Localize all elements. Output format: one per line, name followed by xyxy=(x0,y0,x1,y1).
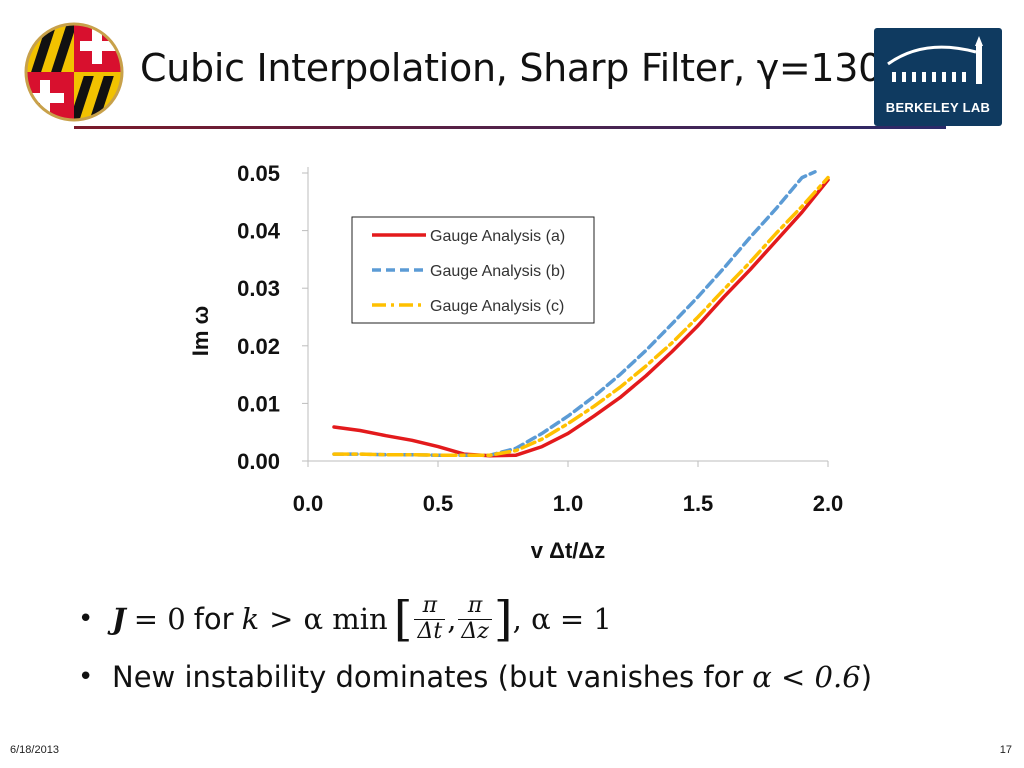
fraction-comma: , xyxy=(447,602,457,636)
x-tick-label: 0.0 xyxy=(293,491,324,516)
page-number: 17 xyxy=(999,744,1012,756)
y-tick-label: 0.05 xyxy=(237,161,280,186)
footer-date: 6/18/2013 xyxy=(10,744,59,756)
chart-area: 0.00 0.01 0.02 0.03 0.04 0.05 0.0 0.5 1.0 1.5 2.0 v… xyxy=(180,145,870,585)
y-tick-label: 0.00 xyxy=(237,449,280,474)
y-tick-label: 0.04 xyxy=(237,219,281,244)
bullet-dot: • xyxy=(78,662,94,692)
x-tick-label: 2.0 xyxy=(813,491,844,516)
fraction-numerator: π xyxy=(458,594,492,620)
y-tick-label: 0.02 xyxy=(237,334,280,359)
y-axis-label: Im ω xyxy=(188,306,213,356)
slide-title: Cubic Interpolation, Sharp Filter, γ=130 xyxy=(140,46,883,90)
legend-label: Gauge Analysis (a) xyxy=(430,228,565,245)
y-tick-label: 0.01 xyxy=(237,391,280,416)
series-line-c xyxy=(332,175,830,457)
series-line-a xyxy=(332,178,830,458)
greater-than: > xyxy=(269,602,294,636)
alpha-min: α min xyxy=(303,602,388,636)
equals-zero: = 0 xyxy=(133,602,186,636)
x-axis-label: v Δt/Δz xyxy=(531,538,605,563)
x-tick-label: 0.5 xyxy=(423,491,454,516)
right-bracket: ] xyxy=(493,591,513,647)
x-tick-label: 1.5 xyxy=(683,491,714,516)
x-tick-label: 1.0 xyxy=(553,491,584,516)
fraction-numerator: π xyxy=(414,594,446,620)
closing-paren: ) xyxy=(860,660,873,694)
line-chart: 0.00 0.01 0.02 0.03 0.04 0.05 0.0 0.5 1.0 1.5 2.0 v… xyxy=(188,161,844,563)
bullet-list: • J = 0 for k > α min [ π Δt , π Δz ] , … xyxy=(78,590,872,706)
title-divider xyxy=(74,126,946,129)
berkeley-lab-logo: BERKELEY LAB xyxy=(874,28,1002,126)
legend-label: Gauge Analysis (b) xyxy=(430,263,565,280)
bullet-dot: • xyxy=(78,604,94,634)
bullet-item-2: • New instability dominates (but vanishe… xyxy=(78,648,872,706)
k-symbol: k xyxy=(241,602,260,636)
legend-label: Gauge Analysis (c) xyxy=(430,298,564,315)
alpha-equals-one: , α = 1 xyxy=(512,602,612,636)
fraction-pi-dt: π Δt xyxy=(414,594,446,644)
fraction-pi-dz: π Δz xyxy=(458,594,492,644)
berkeley-lab-logo-text: BERKELEY LAB xyxy=(885,100,991,115)
left-bracket: [ xyxy=(393,591,413,647)
for-text: for xyxy=(193,602,234,636)
y-tick-label: 0.03 xyxy=(237,276,280,301)
current-symbol: J xyxy=(112,602,126,636)
lab-building-icon xyxy=(887,36,983,84)
bullet-item-1: • J = 0 for k > α min [ π Δt , π Δz ] , … xyxy=(78,590,872,648)
bullet-text: New instability dominates (but vanishes … xyxy=(112,660,744,694)
university-seal-logo xyxy=(22,20,126,124)
fraction-denominator: Δt xyxy=(417,618,443,644)
alpha-condition: α < 0.6 xyxy=(752,660,861,694)
fraction-denominator: Δz xyxy=(461,618,489,644)
